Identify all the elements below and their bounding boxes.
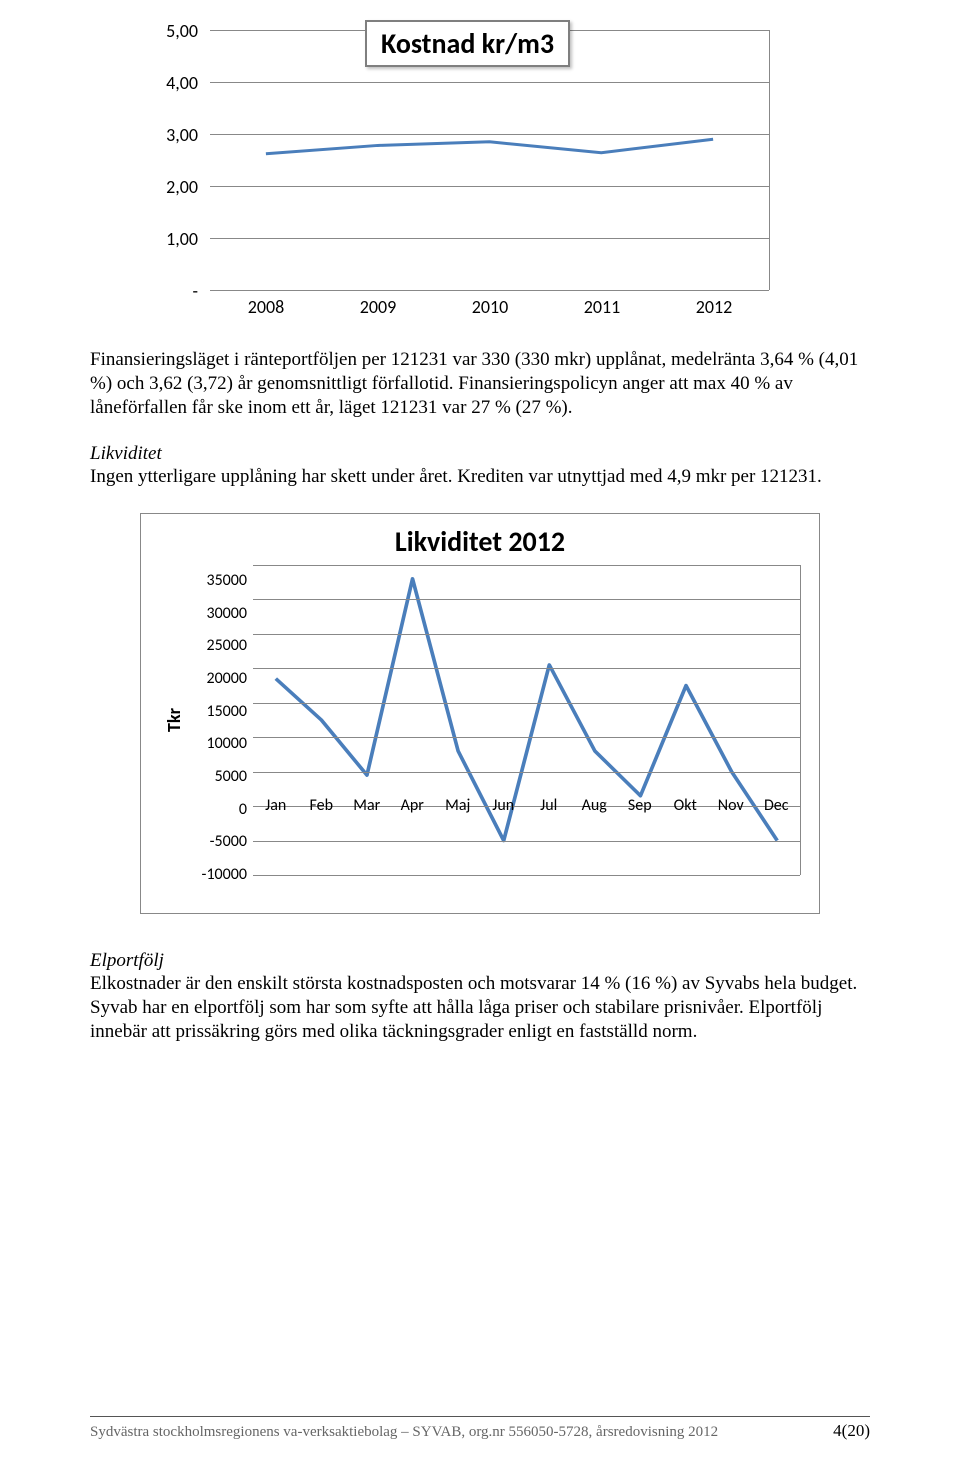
chart2-ytick: 25000 (185, 638, 247, 654)
chart1-xtick: 2009 (322, 296, 434, 318)
chart1-xtick: 2011 (546, 296, 658, 318)
chart2-xtick: Dec (754, 796, 800, 816)
chart2-x-axis: JanFebMarAprMajJunJulAugSepOktNovDec (253, 796, 799, 816)
financing-paragraph: Finansieringsläget i ränteportföljen per… (90, 348, 870, 419)
footer-page-number: 4(20) (833, 1421, 870, 1441)
chart1-xtick: 2008 (210, 296, 322, 318)
chart2-ytick: 35000 (185, 573, 247, 589)
chart2-ytick: 20000 (185, 671, 247, 687)
chart1-plot-area: -1,002,003,004,005,00 (210, 30, 770, 290)
chart2-line-svg (253, 565, 800, 875)
chart2-xtick: Apr (390, 796, 436, 816)
likviditet-heading: Likviditet (90, 443, 870, 465)
chart1-xtick: 2010 (434, 296, 546, 318)
chart1-line-svg (210, 30, 769, 290)
elportfolj-paragraph: Elkostnader är den enskilt största kostn… (90, 972, 870, 1043)
chart2-xtick: Mar (344, 796, 390, 816)
footer-rule (90, 1416, 870, 1417)
chart2-title: Likviditet 2012 (159, 524, 801, 559)
chart2-xtick: Feb (299, 796, 345, 816)
chart2-ytick: 15000 (185, 704, 247, 720)
chart2-ytick: -5000 (185, 834, 247, 850)
chart2-y-axis-title: Tkr (159, 708, 185, 732)
chart2-body: Tkr 35000 30000 25000 20000 15000 10000 5000 0 -… (159, 565, 801, 875)
likviditet-paragraph: Ingen ytterligare upplåning har skett un… (90, 465, 870, 489)
chart2-ytick: 10000 (185, 736, 247, 752)
chart2-xtick: Okt (663, 796, 709, 816)
chart2-ytick: 0 (185, 802, 247, 818)
chart2-xtick: Aug (572, 796, 618, 816)
elportfolj-heading: Elportfölj (90, 950, 870, 972)
chart2-xtick: Jun (481, 796, 527, 816)
chart1-x-axis: 20082009201020112012 (210, 296, 770, 318)
chart2-plot-area (253, 565, 801, 875)
chart2-ytick: 5000 (185, 769, 247, 785)
chart2-xtick: Jul (526, 796, 572, 816)
likviditet-chart: Likviditet 2012 Tkr 35000 30000 25000 20000… (140, 513, 820, 914)
chart2-xtick: Maj (435, 796, 481, 816)
kostnad-chart: Kostnad kr/m3 -1,002,003,004,005,00 2008… (150, 30, 790, 318)
chart2-xtick: Jan (253, 796, 299, 816)
footer-text: Sydvästra stockholmsregionens va-verksak… (90, 1424, 718, 1441)
chart2-xtick: Sep (617, 796, 663, 816)
chart2-ytick: 30000 (185, 606, 247, 622)
chart1-xtick: 2012 (658, 296, 770, 318)
page: Kostnad kr/m3 -1,002,003,004,005,00 2008… (0, 0, 960, 1461)
chart2-y-axis: 35000 30000 25000 20000 15000 10000 5000 0 -5000… (185, 565, 253, 875)
chart2-ytick: -10000 (185, 867, 247, 883)
chart2-xtick: Nov (708, 796, 754, 816)
chart1-title: Kostnad kr/m3 (365, 20, 570, 67)
